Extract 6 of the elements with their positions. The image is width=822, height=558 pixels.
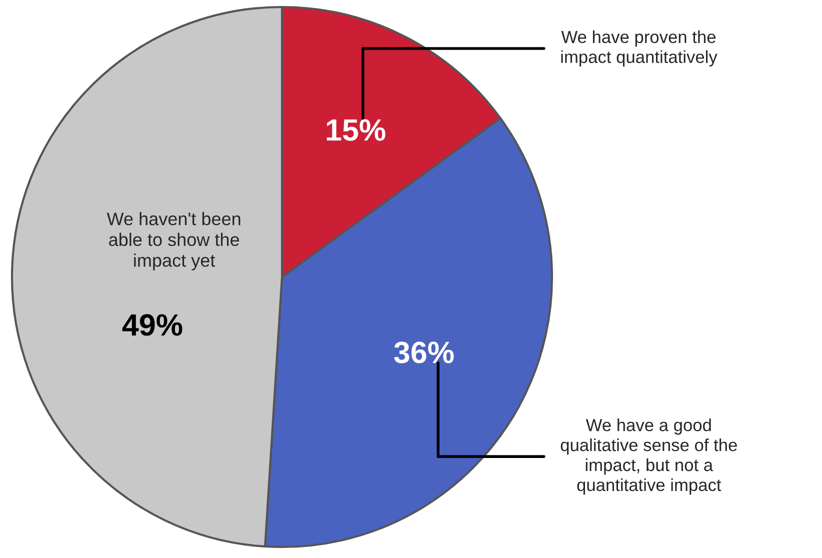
data-label: 15% (326, 119, 386, 141)
slice-label: We have a good qualitative sense of the impact, but not a quantitative impact (560, 418, 737, 495)
slice-label: We haven't been able to show the impact yet (106, 212, 240, 270)
data-label: 49% (122, 314, 182, 336)
data-label: 36% (394, 342, 454, 364)
slice-label: We have proven the impact quantitatively (561, 30, 718, 67)
